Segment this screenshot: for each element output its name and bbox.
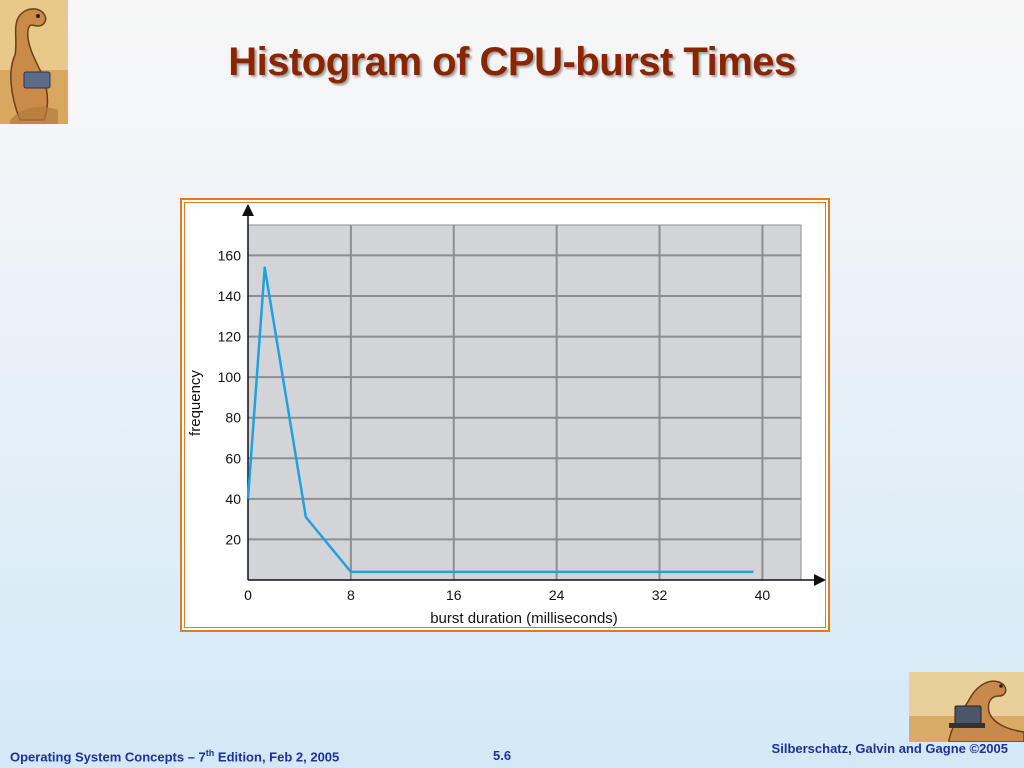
x-tick-label: 32 (652, 587, 668, 603)
y-tick-label: 20 (225, 531, 241, 547)
y-tick-label: 80 (225, 410, 241, 426)
plot-area (247, 224, 802, 581)
dinosaur-laptop-logo-icon (909, 672, 1024, 743)
footer-course-title: Operating System Concepts – 7th Edition,… (10, 748, 340, 765)
y-tick-label: 140 (218, 288, 242, 304)
y-tick-label: 120 (218, 329, 242, 345)
y-axis-label: frequency (187, 370, 204, 436)
y-tick-label: 160 (218, 247, 242, 263)
x-tick-label: 40 (755, 587, 771, 603)
x-tick-label: 0 (244, 587, 252, 603)
footer-page-number: 5.6 (493, 748, 512, 763)
slide-title: Histogram of CPU-burst Times (228, 40, 796, 84)
y-tick-label: 60 (225, 450, 241, 466)
y-tick-label: 40 (225, 491, 241, 507)
x-axis-label: burst duration (milliseconds) (430, 610, 618, 627)
footer: Operating System Concepts – 7th Edition,… (0, 741, 1024, 768)
footer-copyright: Silberschatz, Galvin and Gagne ©2005 (771, 741, 1008, 756)
x-tick-label: 24 (549, 587, 565, 603)
y-tick-label: 100 (218, 369, 242, 385)
dinosaur-reading-logo-icon (0, 0, 68, 124)
series-line (246, 266, 754, 574)
x-tick-label: 16 (446, 587, 462, 603)
x-tick-label: 8 (347, 587, 355, 603)
